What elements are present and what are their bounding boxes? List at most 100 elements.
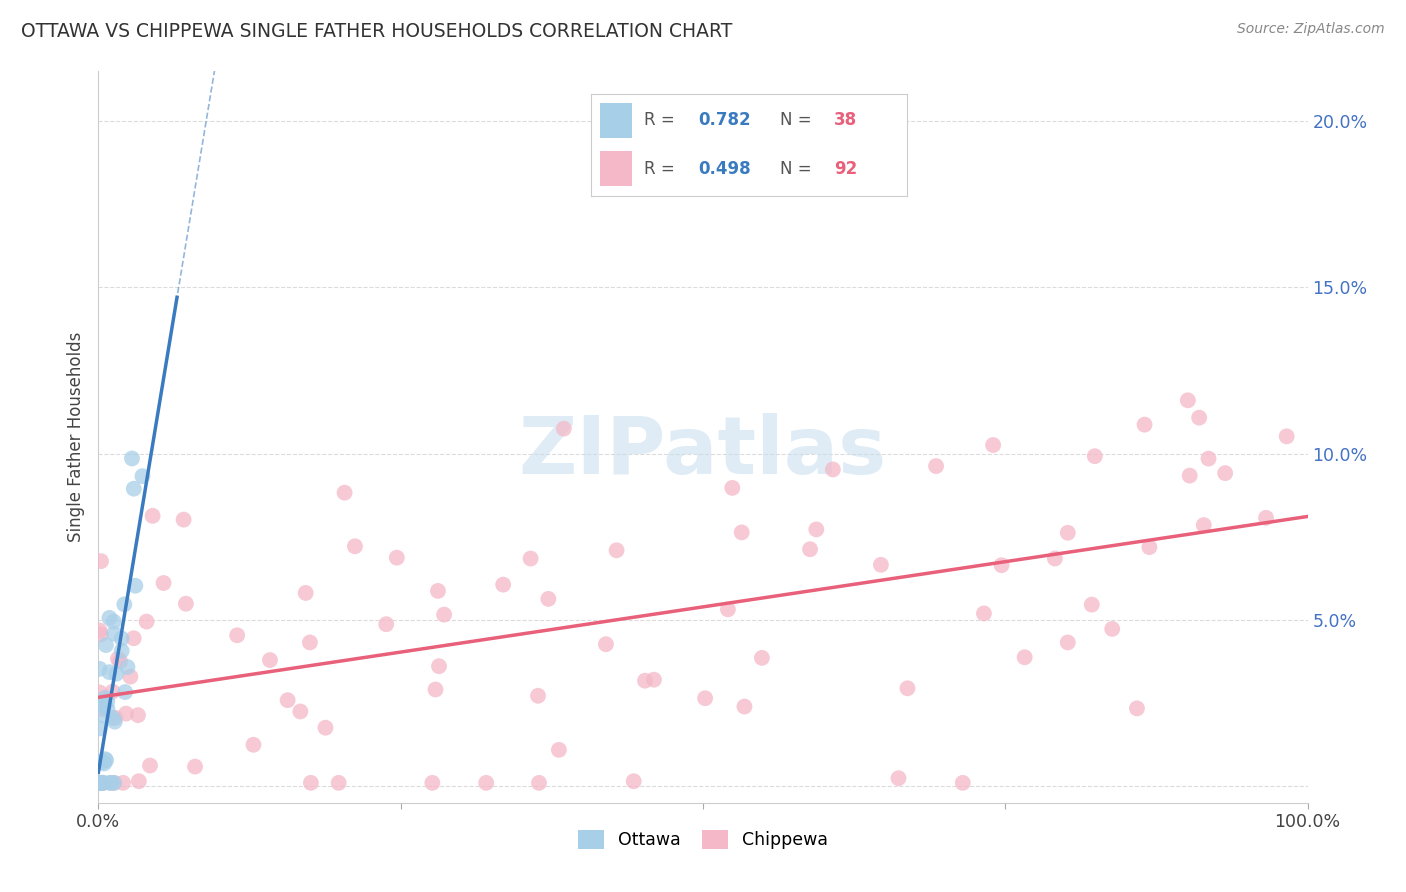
Point xyxy=(1014,650,1036,665)
Point xyxy=(124,579,146,593)
Point xyxy=(112,776,135,790)
Text: N =: N = xyxy=(780,112,817,129)
Point xyxy=(104,711,127,725)
Point xyxy=(1084,449,1107,463)
Point xyxy=(89,685,111,699)
Point xyxy=(1137,540,1160,554)
Point xyxy=(94,752,117,766)
Point xyxy=(314,721,336,735)
Point xyxy=(952,776,974,790)
Point xyxy=(298,635,321,649)
Point xyxy=(184,759,207,773)
Point xyxy=(1101,622,1123,636)
Point xyxy=(96,694,118,708)
Point xyxy=(1275,429,1298,443)
Point xyxy=(721,481,744,495)
Point xyxy=(1254,511,1277,525)
Point xyxy=(105,666,128,681)
Point xyxy=(896,681,918,696)
Point xyxy=(623,774,645,789)
Point xyxy=(135,615,157,629)
Point xyxy=(475,776,498,790)
Point xyxy=(226,628,249,642)
Point xyxy=(492,577,515,591)
Point xyxy=(1126,701,1149,715)
Point xyxy=(751,651,773,665)
Point xyxy=(1213,466,1236,480)
Text: 0.498: 0.498 xyxy=(697,160,751,178)
Point xyxy=(91,776,114,790)
Point xyxy=(1081,598,1104,612)
Point xyxy=(981,438,1004,452)
Point xyxy=(90,776,112,790)
Point xyxy=(139,758,162,772)
Point xyxy=(94,753,117,767)
Bar xyxy=(600,103,631,137)
Point xyxy=(96,702,118,716)
Point xyxy=(427,659,450,673)
Text: Source: ZipAtlas.com: Source: ZipAtlas.com xyxy=(1237,22,1385,37)
Point xyxy=(821,462,844,476)
Point xyxy=(122,632,145,646)
Point xyxy=(290,705,312,719)
Point xyxy=(1133,417,1156,432)
Point xyxy=(94,638,117,652)
Point xyxy=(1177,393,1199,408)
Point xyxy=(89,662,111,676)
Point xyxy=(343,539,366,553)
Point xyxy=(333,485,356,500)
Text: OTTAWA VS CHIPPEWA SINGLE FATHER HOUSEHOLDS CORRELATION CHART: OTTAWA VS CHIPPEWA SINGLE FATHER HOUSEHO… xyxy=(21,22,733,41)
Legend: Ottawa, Chippewa: Ottawa, Chippewa xyxy=(578,830,828,849)
Text: R =: R = xyxy=(644,112,681,129)
Point xyxy=(277,693,299,707)
Point xyxy=(527,776,550,790)
Point xyxy=(91,776,114,790)
Point xyxy=(101,684,124,698)
Point xyxy=(422,776,444,790)
Point xyxy=(127,708,149,723)
Point xyxy=(90,776,112,790)
Point xyxy=(152,576,174,591)
Point xyxy=(973,607,995,621)
Point xyxy=(98,776,121,790)
Point xyxy=(110,654,132,668)
Text: 38: 38 xyxy=(834,112,858,129)
Point xyxy=(114,685,136,699)
Point xyxy=(990,558,1012,573)
Point xyxy=(717,602,740,616)
Point xyxy=(103,626,125,640)
Point xyxy=(695,691,717,706)
Point xyxy=(1192,518,1215,533)
Point xyxy=(103,776,125,790)
Point xyxy=(328,776,350,790)
Point xyxy=(93,699,115,714)
Point xyxy=(375,617,398,632)
Point xyxy=(93,756,115,771)
Point xyxy=(120,670,142,684)
Point xyxy=(519,551,541,566)
Point xyxy=(634,673,657,688)
Point xyxy=(90,627,112,641)
Point xyxy=(90,554,112,568)
Point xyxy=(90,776,112,790)
Point xyxy=(887,771,910,785)
Text: N =: N = xyxy=(780,160,817,178)
Point xyxy=(91,702,114,716)
Point xyxy=(425,682,447,697)
Point xyxy=(242,738,264,752)
Point xyxy=(142,508,165,523)
Point xyxy=(426,583,449,598)
Point xyxy=(107,652,129,666)
Point xyxy=(385,550,408,565)
Point xyxy=(131,469,153,483)
Point xyxy=(111,644,134,658)
Point xyxy=(103,615,125,629)
Point xyxy=(259,653,281,667)
Point xyxy=(122,482,145,496)
Point xyxy=(112,598,135,612)
Y-axis label: Single Father Households: Single Father Households xyxy=(66,332,84,542)
Point xyxy=(527,689,550,703)
Bar xyxy=(600,151,631,186)
Point xyxy=(606,543,628,558)
Point xyxy=(174,597,197,611)
